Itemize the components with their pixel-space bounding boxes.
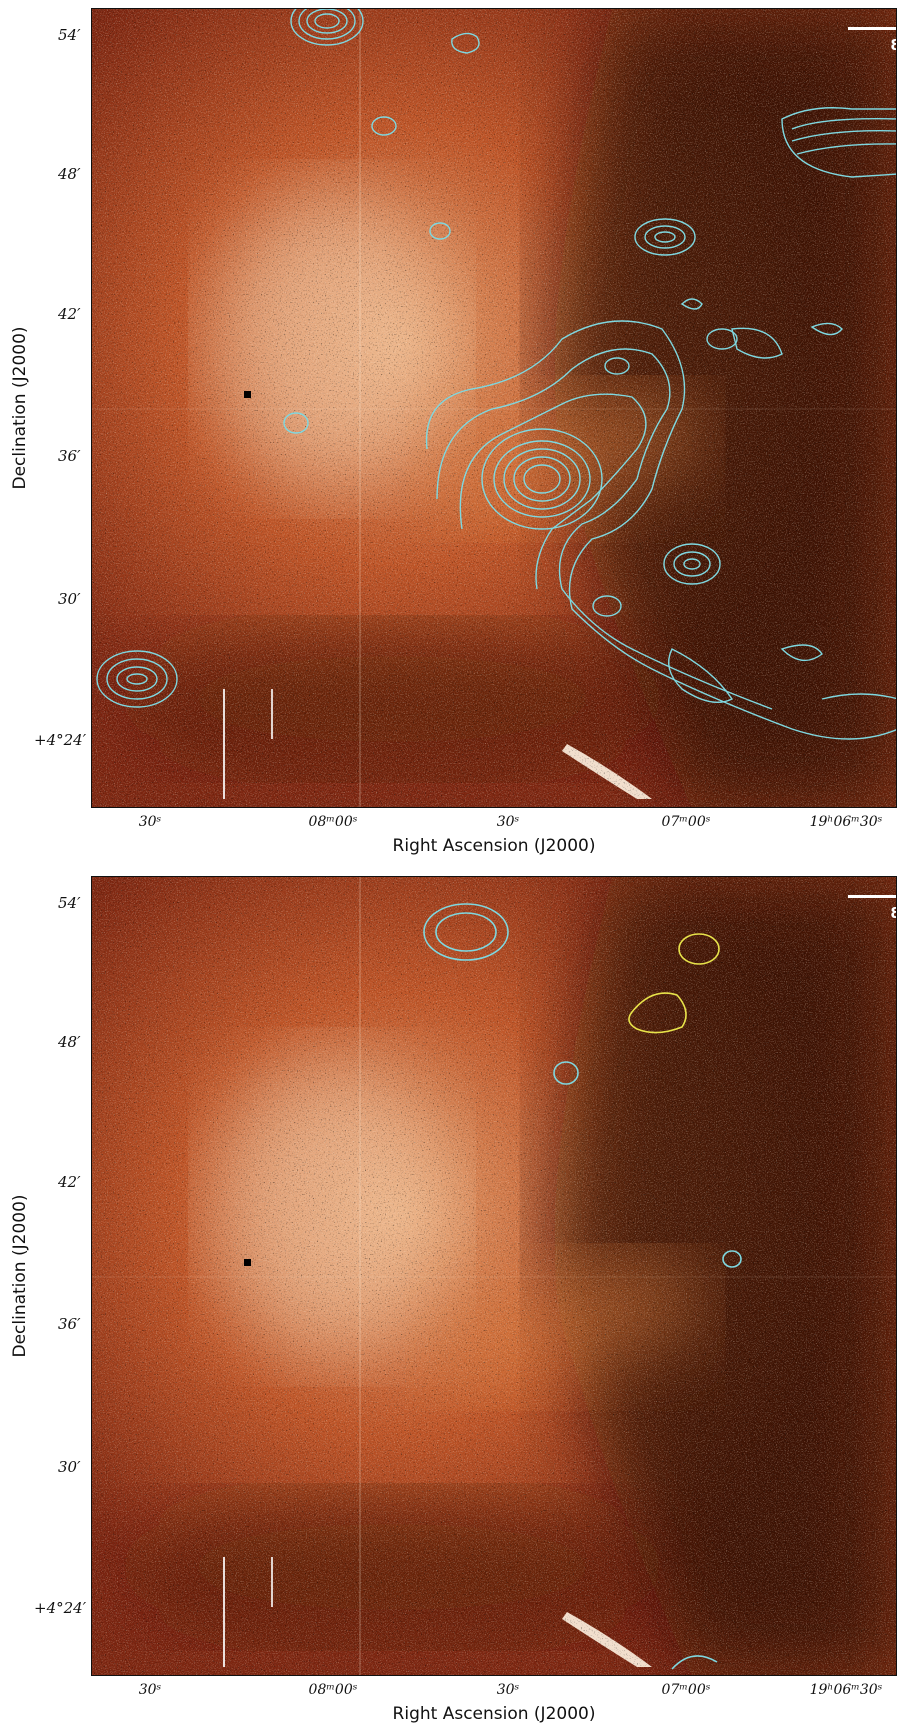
bottom-panel: 8 pc 54′ 48′ 42′ 36′ 30′ +4°24′ 30ˢ 08ᵐ0…	[0, 868, 902, 1736]
top-panel: 8 pc 54′ 48′ 42′ 36′ 30′ +4°24′ 30ˢ 08ᵐ0…	[10, 8, 897, 856]
bottom-ytick-36: 36′	[58, 1315, 81, 1333]
bottom-scale-label: 8 pc	[848, 904, 896, 922]
bottom-nebula-image	[92, 877, 896, 1675]
bottom-image-frame: 8 pc	[91, 876, 897, 1676]
top-xtick-0630: 19ʰ06ᵐ30ˢ	[809, 814, 883, 830]
bottom-ytick-48: 48′	[58, 1033, 81, 1051]
top-ytick-42: 42′	[58, 305, 81, 323]
bottom-xtick-0630: 19ʰ06ᵐ30ˢ	[809, 1682, 883, 1698]
top-scale-label: 8 pc	[848, 36, 896, 54]
top-y-axis-label: Declination (J2000)	[10, 326, 30, 490]
top-ytick-36: 36′	[58, 447, 81, 465]
top-ytick-54: 54′	[58, 26, 81, 44]
bottom-contours	[423, 903, 742, 1670]
top-ytick-24: +4°24′	[34, 731, 87, 749]
bottom-x-axis-label: Right Ascension (J2000)	[392, 1704, 596, 1724]
bottom-y-axis-label: Declination (J2000)	[10, 1194, 30, 1358]
top-ytick-48: 48′	[58, 165, 81, 183]
bottom-xtick-0700: 07ᵐ00ˢ	[661, 1682, 711, 1698]
bottom-ytick-42: 42′	[58, 1173, 81, 1191]
bottom-xtick-30b: 30ˢ	[496, 1682, 520, 1698]
top-nebula-image	[92, 9, 896, 807]
bottom-xtick-0800: 08ᵐ00ˢ	[308, 1682, 358, 1698]
bottom-ytick-24: +4°24′	[34, 1599, 87, 1617]
top-xtick-0700: 07ᵐ00ˢ	[661, 814, 711, 830]
top-xtick-30b: 30ˢ	[496, 814, 520, 830]
top-ytick-30: 30′	[58, 590, 81, 608]
bottom-xtick-30a: 30ˢ	[138, 1682, 162, 1698]
top-radio-contours	[96, 9, 896, 740]
bottom-scale-bar: 8 pc	[848, 895, 896, 922]
top-scale-bar: 8 pc	[848, 27, 896, 54]
top-x-axis-label: Right Ascension (J2000)	[392, 836, 596, 856]
top-xtick-30a: 30ˢ	[138, 814, 162, 830]
top-image-frame: 8 pc	[91, 8, 897, 808]
top-xtick-0800: 08ᵐ00ˢ	[308, 814, 358, 830]
bottom-ytick-30: 30′	[58, 1458, 81, 1476]
bottom-ytick-54: 54′	[58, 894, 81, 912]
